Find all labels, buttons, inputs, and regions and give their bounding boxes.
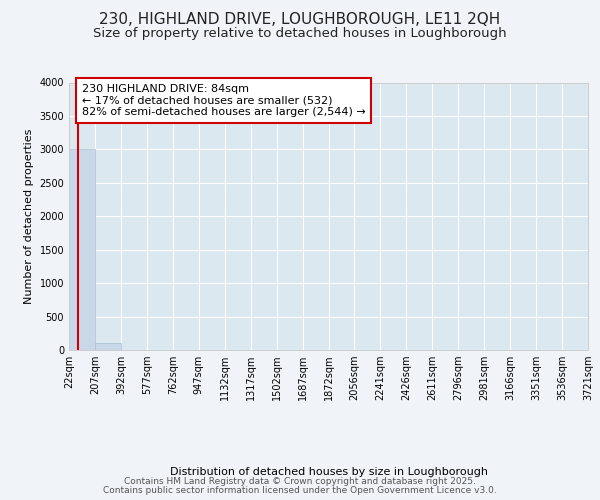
Text: 230 HIGHLAND DRIVE: 84sqm
← 17% of detached houses are smaller (532)
82% of semi: 230 HIGHLAND DRIVE: 84sqm ← 17% of detac… [82,84,365,117]
Text: Size of property relative to detached houses in Loughborough: Size of property relative to detached ho… [93,28,507,40]
Bar [69,150,95,350]
Text: 230, HIGHLAND DRIVE, LOUGHBOROUGH, LE11 2QH: 230, HIGHLAND DRIVE, LOUGHBOROUGH, LE11 … [100,12,500,28]
Text: Contains HM Land Registry data © Crown copyright and database right 2025.: Contains HM Land Registry data © Crown c… [124,477,476,486]
X-axis label: Distribution of detached houses by size in Loughborough: Distribution of detached houses by size … [170,467,487,477]
Bar [95,342,121,350]
Text: Contains public sector information licensed under the Open Government Licence v3: Contains public sector information licen… [103,486,497,495]
Y-axis label: Number of detached properties: Number of detached properties [24,128,34,304]
